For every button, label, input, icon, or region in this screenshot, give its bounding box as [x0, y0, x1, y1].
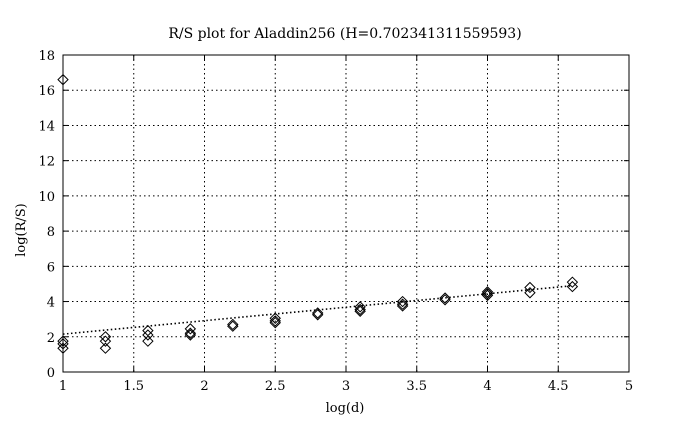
data-point-diamond	[57, 335, 69, 347]
data-point-diamond	[57, 73, 69, 86]
y-tick-label: 6	[47, 260, 55, 275]
x-tick-label: 4.5	[548, 379, 569, 394]
data-point-diamond	[439, 292, 451, 304]
data-point-diamond	[481, 289, 494, 302]
x-tick-label: 5	[625, 379, 633, 394]
y-tick-label: 14	[38, 119, 55, 134]
data-point-diamond	[354, 301, 366, 313]
data-point-diamond	[354, 305, 366, 317]
data-point-diamond	[269, 312, 281, 324]
y-tick-label: 4	[47, 296, 55, 311]
axis-ticks	[62, 54, 630, 373]
y-axis-label: log(R/S)	[14, 203, 29, 257]
data-point-diamond	[227, 320, 239, 332]
data-point-diamond	[481, 287, 494, 300]
data-point-diamond	[184, 329, 197, 341]
x-tick-label: 1	[59, 379, 67, 394]
data-point-diamond	[566, 280, 579, 293]
data-point-diamond	[227, 318, 239, 331]
data-point-diamond	[439, 294, 451, 306]
data-point-diamond	[99, 335, 112, 347]
x-tick-label: 3.5	[406, 379, 427, 394]
x-tick-label: 3	[342, 379, 350, 394]
x-tick-label: 2	[200, 379, 208, 394]
data-point-diamond	[311, 307, 324, 319]
data-point-diamond	[354, 303, 366, 316]
data-point-diamond	[566, 276, 579, 288]
data-point-diamond	[524, 281, 536, 294]
x-tick-label: 4	[483, 379, 491, 394]
data-point-diamond	[184, 323, 197, 335]
data-point-diamond	[57, 338, 69, 350]
y-tick-label: 8	[47, 225, 55, 240]
data-point-diamond	[396, 300, 409, 312]
data-point-diamond	[524, 287, 536, 299]
y-tick-label: 2	[47, 331, 55, 346]
y-tick-label: 10	[38, 190, 55, 205]
data-point-diamond	[269, 315, 281, 327]
y-tick-label: 18	[38, 49, 55, 64]
y-tick-label: 0	[47, 366, 55, 381]
data-point-diamond	[311, 309, 324, 321]
x-tick-label: 2.5	[265, 379, 286, 394]
y-tick-label: 12	[38, 155, 55, 170]
data-point-diamond	[396, 295, 409, 308]
chart-title: R/S plot for Aladdin256 (H=0.70234131155…	[168, 26, 521, 42]
data-point-diamond	[184, 327, 197, 339]
grid-lines	[63, 55, 629, 372]
data-point-diamond	[142, 329, 154, 341]
data-points	[57, 73, 579, 354]
data-point-diamond	[99, 331, 112, 343]
data-point-diamond	[142, 335, 154, 347]
data-point-diamond	[99, 342, 112, 354]
x-tick-label: 1.5	[123, 379, 144, 394]
data-point-diamond	[396, 298, 409, 310]
x-axis-label: log(d)	[326, 401, 365, 416]
data-point-diamond	[481, 286, 494, 298]
data-point-diamond	[269, 316, 281, 329]
y-tick-label: 16	[38, 84, 55, 99]
data-point-diamond	[57, 342, 69, 354]
